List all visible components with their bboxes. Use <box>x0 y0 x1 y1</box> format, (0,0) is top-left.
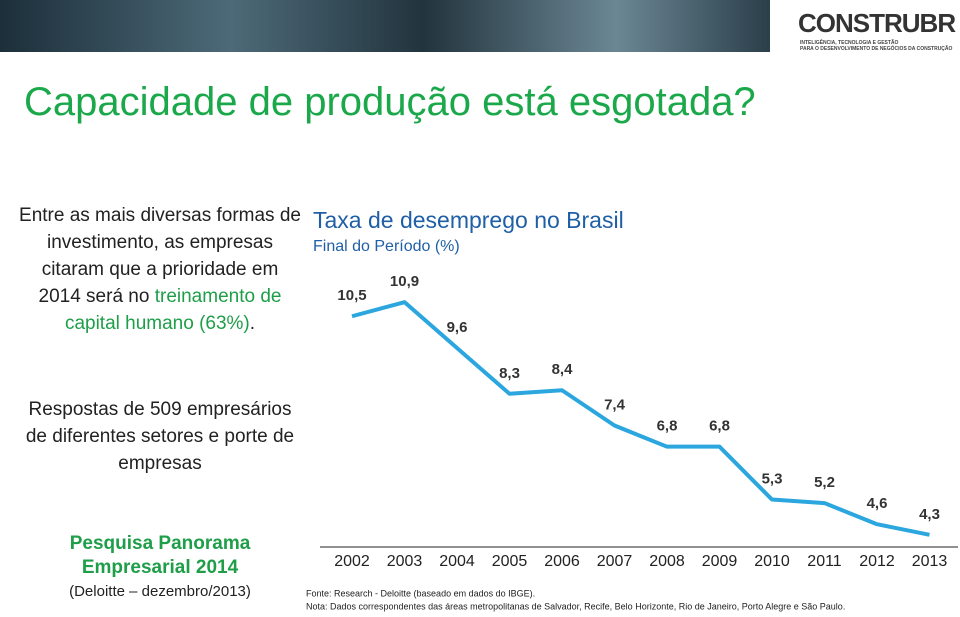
x-tick-label: 2011 <box>807 553 842 570</box>
source-box: Pesquisa Panorama Empresarial 2014 (Deloi… <box>18 532 302 604</box>
logo-tagline: INTELIGÊNCIA, TECNOLOGIA E GESTÃO PARA O … <box>800 40 952 52</box>
value-label: 7,4 <box>604 396 626 413</box>
chart-title: Taxa de desemprego no Brasil <box>313 207 624 233</box>
intro-text: Entre as mais diversas formas de investi… <box>18 202 302 337</box>
value-label: 5,3 <box>762 471 783 488</box>
x-tick-label: 2006 <box>544 553 580 570</box>
value-label: 10,5 <box>337 287 366 304</box>
chart-subtitle: Final do Período (%) <box>313 238 460 255</box>
x-tick-label: 2005 <box>492 553 528 570</box>
x-tick-label: 2010 <box>754 553 790 570</box>
intro: Entre as mais diversas formas de investi… <box>19 205 301 307</box>
line <box>351 300 930 537</box>
tagline-line: INTELIGÊNCIA, TECNOLOGIA E GESTÃO <box>800 40 899 46</box>
respondents: Respostas de 509 empresários de diferent… <box>25 399 295 474</box>
source-name: Pesquisa Panorama Empresarial 2014 <box>69 533 251 578</box>
x-tick-label: 2004 <box>439 553 475 570</box>
intro-end: . <box>249 313 256 334</box>
footnote: Nota: Dados correspondentes das áreas me… <box>306 601 845 611</box>
x-tick-label: 2002 <box>334 553 370 570</box>
value-label: 4,6 <box>867 495 888 512</box>
x-tick-label: 2013 <box>912 553 948 570</box>
x-tick-label: 2012 <box>859 553 895 570</box>
value-label: 5,2 <box>814 474 835 491</box>
source-detail: (Deloitte – dezembro/2013) <box>69 583 251 600</box>
value-label: 9,6 <box>447 319 468 336</box>
slide-title: Capacidade de produção está esgotada? <box>24 80 756 124</box>
tagline-line: PARA O DESENVOLVIMENTO DE NEGÓCIOS DA CO… <box>800 46 953 52</box>
x-tick-label: 2009 <box>702 553 738 570</box>
footnote: Fonte: Research - Deloitte (baseado em d… <box>306 588 535 598</box>
x-tick-label: 2007 <box>597 553 633 570</box>
value-label: 8,3 <box>499 365 520 382</box>
highlight: treinamento de capital humano (63%) <box>64 286 282 334</box>
value-label: 6,8 <box>657 418 678 435</box>
value-label: 6,8 <box>709 418 730 435</box>
value-label: 4,3 <box>919 506 940 523</box>
value-label: 10,9 <box>390 273 419 290</box>
logo: CONSTRUBR <box>798 8 956 38</box>
x-tick-label: 2008 <box>649 553 685 570</box>
x-tick-label: 2003 <box>387 553 423 570</box>
value-label: 8,4 <box>552 361 574 378</box>
header-band <box>0 0 770 52</box>
